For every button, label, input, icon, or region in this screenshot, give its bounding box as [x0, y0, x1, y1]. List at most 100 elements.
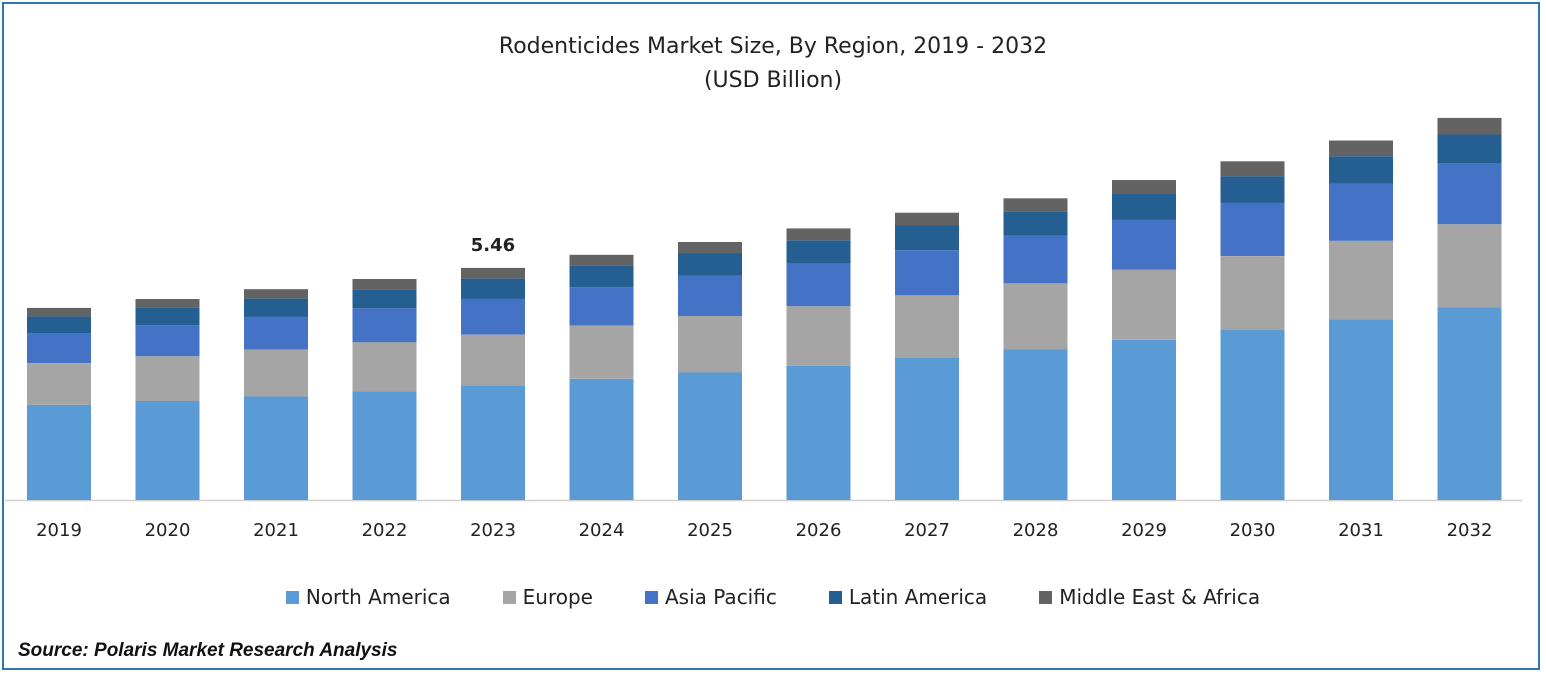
bar-segment [27, 404, 91, 500]
bar-segment [27, 333, 91, 364]
bar-segment [352, 342, 417, 392]
bar-segment [786, 240, 851, 264]
bar-segment [1329, 183, 1393, 241]
legend-label: Middle East & Africa [1059, 585, 1261, 609]
bar-segment [1329, 319, 1393, 500]
bar-segment [786, 228, 851, 241]
chart-title: Rodenticides Market Size, By Region, 201… [498, 34, 1048, 59]
bar-segment [1003, 235, 1068, 284]
bar-segment [1003, 349, 1068, 500]
data-label: 5.46 [471, 235, 515, 256]
bar-segment [1220, 176, 1285, 203]
bar-segment [244, 349, 308, 397]
x-tick-label: 2029 [1121, 520, 1167, 541]
legend-label: Asia Pacific [665, 585, 777, 609]
x-tick-label: 2019 [36, 520, 82, 541]
bar-segment [244, 316, 308, 350]
bar-segment [461, 267, 525, 279]
bar-segment [244, 289, 308, 299]
bar-segment [244, 396, 308, 500]
x-tick-label: 2023 [470, 520, 516, 541]
bar-segment [27, 316, 91, 334]
legend-item: Europe [502, 585, 593, 609]
bar-segment [1437, 224, 1502, 308]
bar-segment [1329, 140, 1393, 157]
chart-subtitle: (USD Billion) [703, 68, 843, 93]
bar-segment [1437, 134, 1502, 164]
x-tick-label: 2032 [1447, 520, 1493, 541]
bar-segment [895, 212, 959, 226]
bar-segment [1329, 156, 1393, 184]
bar-segment [569, 265, 634, 288]
bar-segment [461, 298, 525, 335]
bar-segment [895, 357, 959, 500]
bar-segment [786, 306, 851, 366]
bar-segment [1220, 202, 1285, 256]
bar-segment [1112, 339, 1176, 500]
legend-label: Europe [522, 585, 593, 609]
bar-segment [895, 250, 959, 296]
x-tick-label: 2025 [687, 520, 733, 541]
legend-label: Latin America [848, 585, 988, 609]
bar-segment [1329, 240, 1393, 320]
bar-segment [786, 263, 851, 307]
legend-swatch [828, 590, 842, 604]
legend-swatch [645, 590, 658, 604]
bar-segment [1003, 211, 1068, 236]
bar-segment [895, 225, 959, 250]
bar-segment [1220, 330, 1285, 500]
legend-label: North America [305, 585, 451, 609]
bar-segment [461, 278, 525, 299]
x-tick-label: 2028 [1013, 520, 1059, 541]
bar-segment [1112, 219, 1176, 270]
bar-segment [569, 287, 634, 326]
bar-segment [1003, 283, 1068, 350]
legend-swatch [502, 590, 516, 604]
bar-segment [1437, 163, 1502, 225]
bar-segment [678, 253, 742, 276]
legend-item: Asia Pacific [645, 585, 777, 609]
legend-swatch [1039, 590, 1053, 604]
legend-swatch [285, 590, 299, 604]
legend-item: Latin America [828, 585, 988, 609]
bar-segment [678, 372, 742, 500]
bar-segment [678, 242, 742, 254]
bar-segment [135, 325, 200, 357]
bar-segment [678, 275, 742, 316]
bar-segment [569, 325, 634, 379]
x-tick-label: 2020 [145, 520, 191, 541]
x-tick-label: 2026 [796, 520, 842, 541]
bar-segment [1437, 307, 1502, 500]
x-tick-label: 2027 [904, 520, 950, 541]
legend-item: North America [285, 585, 451, 609]
bar-segment [135, 401, 200, 500]
bar-segment [569, 378, 634, 500]
bar-segment [461, 334, 525, 386]
bar-segment [786, 365, 851, 500]
bar-segment [1220, 256, 1285, 331]
bar-segment [569, 254, 634, 266]
bar-segment [352, 391, 417, 500]
legend-item: Middle East & Africa [1039, 585, 1260, 609]
bar-segment [352, 308, 417, 343]
bar-segment [135, 307, 200, 326]
bar-segment [27, 307, 91, 317]
bar-segment [352, 289, 417, 309]
bar-segment [27, 363, 91, 405]
bar-segment [135, 299, 200, 308]
bar-segment [461, 385, 525, 501]
bar-segment [1112, 269, 1176, 340]
x-tick-label: 2024 [579, 520, 625, 541]
x-tick-label: 2030 [1230, 520, 1276, 541]
bar-segment [895, 295, 959, 358]
bar-segment [1437, 117, 1502, 135]
x-tick-label: 2022 [362, 520, 408, 541]
bar-segment [244, 298, 308, 317]
bar-segment [1003, 198, 1068, 212]
x-tick-label: 2031 [1338, 520, 1384, 541]
x-tick-label: 2021 [253, 520, 299, 541]
bar-segment [1220, 161, 1285, 177]
bar-segment [1112, 194, 1176, 220]
bar-segment [352, 279, 417, 290]
